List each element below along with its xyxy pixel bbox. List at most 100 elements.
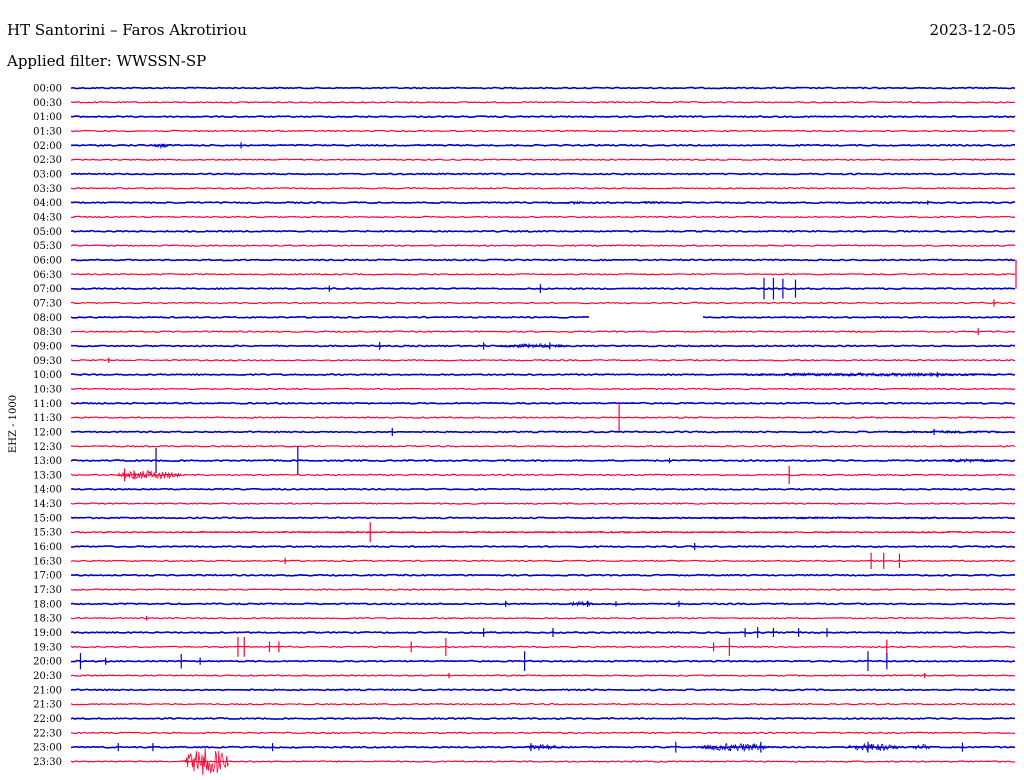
trace-line xyxy=(70,631,1016,635)
time-tick-label: 03:30 xyxy=(33,184,62,195)
trace-line xyxy=(70,459,1016,463)
time-tick-label: 05:30 xyxy=(33,241,62,252)
trace-line xyxy=(70,143,1015,147)
seismic-burst xyxy=(184,747,229,776)
time-tick-label: 09:00 xyxy=(33,341,62,352)
time-tick-label: 05:00 xyxy=(33,227,62,238)
trace-line xyxy=(70,573,1016,577)
time-tick-label: 14:30 xyxy=(33,499,62,510)
trace-line xyxy=(70,387,1016,391)
time-tick-label: 22:00 xyxy=(33,714,62,725)
time-tick-label: 18:30 xyxy=(33,614,62,625)
trace-line xyxy=(70,444,1016,448)
time-tick-label: 06:30 xyxy=(33,270,62,281)
trace-line xyxy=(70,401,1016,405)
trace-line xyxy=(70,416,1016,419)
time-tick-label: 23:30 xyxy=(33,757,62,768)
seismic-burst xyxy=(117,469,182,480)
seismic-burst xyxy=(637,200,670,205)
time-tick-label: 15:30 xyxy=(33,528,62,539)
trace-line xyxy=(70,86,1016,90)
trace-line xyxy=(70,645,1016,649)
time-tick-label: 01:00 xyxy=(33,112,62,123)
trace-line xyxy=(70,502,1016,505)
seismic-burst xyxy=(732,371,1000,378)
time-tick-label: 08:30 xyxy=(33,327,62,338)
trace-line xyxy=(70,745,1016,749)
time-tick-label: 02:00 xyxy=(33,141,62,152)
trace-line xyxy=(70,172,1016,176)
plot-date: 2023-12-05 xyxy=(930,21,1016,39)
time-tick-label: 03:00 xyxy=(33,169,62,180)
trace-line xyxy=(70,760,1016,763)
trace-line xyxy=(70,158,1016,161)
time-axis-labels: 00:00 00:30 01:00 01:30 02:00 02:30 03:00 03:30… xyxy=(33,84,62,769)
trace-line xyxy=(70,330,1016,333)
time-tick-label: 21:30 xyxy=(33,700,62,711)
trace-line xyxy=(70,301,1016,305)
time-tick-label: 09:30 xyxy=(33,356,62,367)
trace-line xyxy=(70,659,1016,663)
seismic-burst xyxy=(911,743,931,751)
time-tick-label: 22:30 xyxy=(33,728,62,739)
trace-line xyxy=(70,101,1016,104)
time-tick-label: 12:30 xyxy=(33,442,62,453)
trace-line xyxy=(702,315,1016,319)
filter-label: Applied filter: WWSSN-SP xyxy=(6,52,206,70)
trace-line xyxy=(70,229,1016,233)
time-tick-label: 11:00 xyxy=(33,399,62,410)
time-tick-label: 00:30 xyxy=(33,98,62,109)
trace-line xyxy=(70,688,1016,692)
time-tick-label: 04:00 xyxy=(33,198,62,209)
time-tick-label: 13:30 xyxy=(33,470,62,481)
seismic-burst xyxy=(568,600,594,607)
trace-line xyxy=(70,731,1016,735)
time-tick-label: 07:00 xyxy=(33,284,62,295)
time-tick-label: 04:30 xyxy=(33,212,62,223)
trace-line xyxy=(70,129,1016,133)
seismic-burst xyxy=(845,742,899,752)
seismogram-traces xyxy=(70,86,1017,776)
time-tick-label: 11:30 xyxy=(33,413,62,424)
time-tick-label: 16:00 xyxy=(33,542,62,553)
trace-line xyxy=(70,545,1016,549)
trace-line xyxy=(70,344,1016,348)
trace-line xyxy=(70,115,1016,119)
seismic-burst xyxy=(565,200,585,206)
time-tick-label: 10:00 xyxy=(33,370,62,381)
trace-line xyxy=(70,588,1016,591)
time-tick-label: 01:30 xyxy=(33,126,62,137)
seismic-burst xyxy=(937,457,1000,464)
time-tick-label: 14:00 xyxy=(33,485,62,496)
trace-line xyxy=(70,473,1016,477)
trace-line xyxy=(70,674,1016,677)
time-tick-label: 02:30 xyxy=(33,155,62,166)
time-tick-label: 17:00 xyxy=(33,571,62,582)
seismic-burst xyxy=(574,516,1000,520)
trace-line xyxy=(70,201,1016,205)
trace-line xyxy=(70,430,1016,434)
channel-label: EHZ - 1000 xyxy=(8,395,19,453)
trace-line xyxy=(70,187,1016,190)
trace-line xyxy=(70,315,590,319)
seismic-burst xyxy=(499,342,569,349)
time-tick-label: 17:30 xyxy=(33,585,62,596)
trace-line xyxy=(70,559,1016,563)
time-tick-label: 23:00 xyxy=(33,743,62,754)
time-tick-label: 18:00 xyxy=(33,599,62,610)
time-tick-label: 19:00 xyxy=(33,628,62,639)
trace-line xyxy=(70,717,1016,721)
trace-line xyxy=(70,244,1016,247)
time-tick-label: 08:00 xyxy=(33,313,62,324)
seismic-burst xyxy=(889,429,1000,435)
trace-line xyxy=(70,258,1016,262)
time-tick-label: 20:00 xyxy=(33,657,62,668)
seismic-burst xyxy=(70,530,1013,534)
trace-line xyxy=(70,616,1016,620)
time-tick-label: 10:30 xyxy=(33,384,62,395)
trace-line xyxy=(70,702,1016,706)
time-tick-label: 12:00 xyxy=(33,427,62,438)
trace-line xyxy=(70,287,1016,291)
trace-line xyxy=(70,215,1016,219)
